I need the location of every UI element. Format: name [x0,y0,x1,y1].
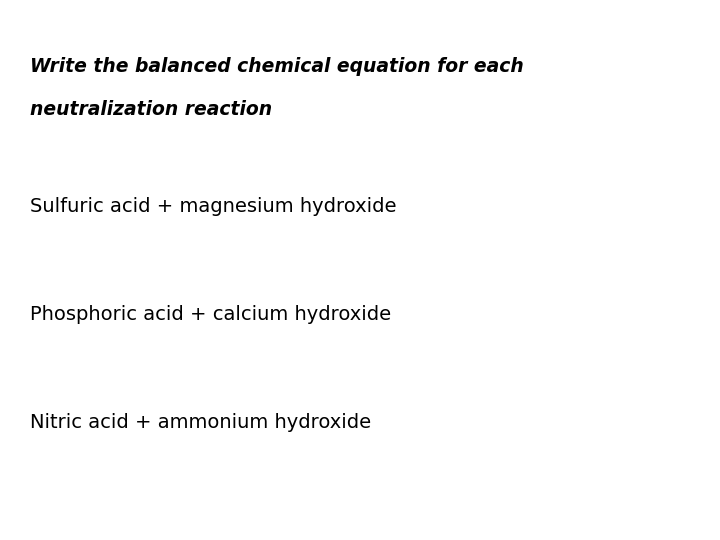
Text: Write the balanced chemical equation for each: Write the balanced chemical equation for… [30,57,524,76]
Text: Sulfuric acid + magnesium hydroxide: Sulfuric acid + magnesium hydroxide [30,197,397,216]
Text: Nitric acid + ammonium hydroxide: Nitric acid + ammonium hydroxide [30,413,372,432]
Text: Phosphoric acid + calcium hydroxide: Phosphoric acid + calcium hydroxide [30,305,392,324]
Text: neutralization reaction: neutralization reaction [30,100,272,119]
